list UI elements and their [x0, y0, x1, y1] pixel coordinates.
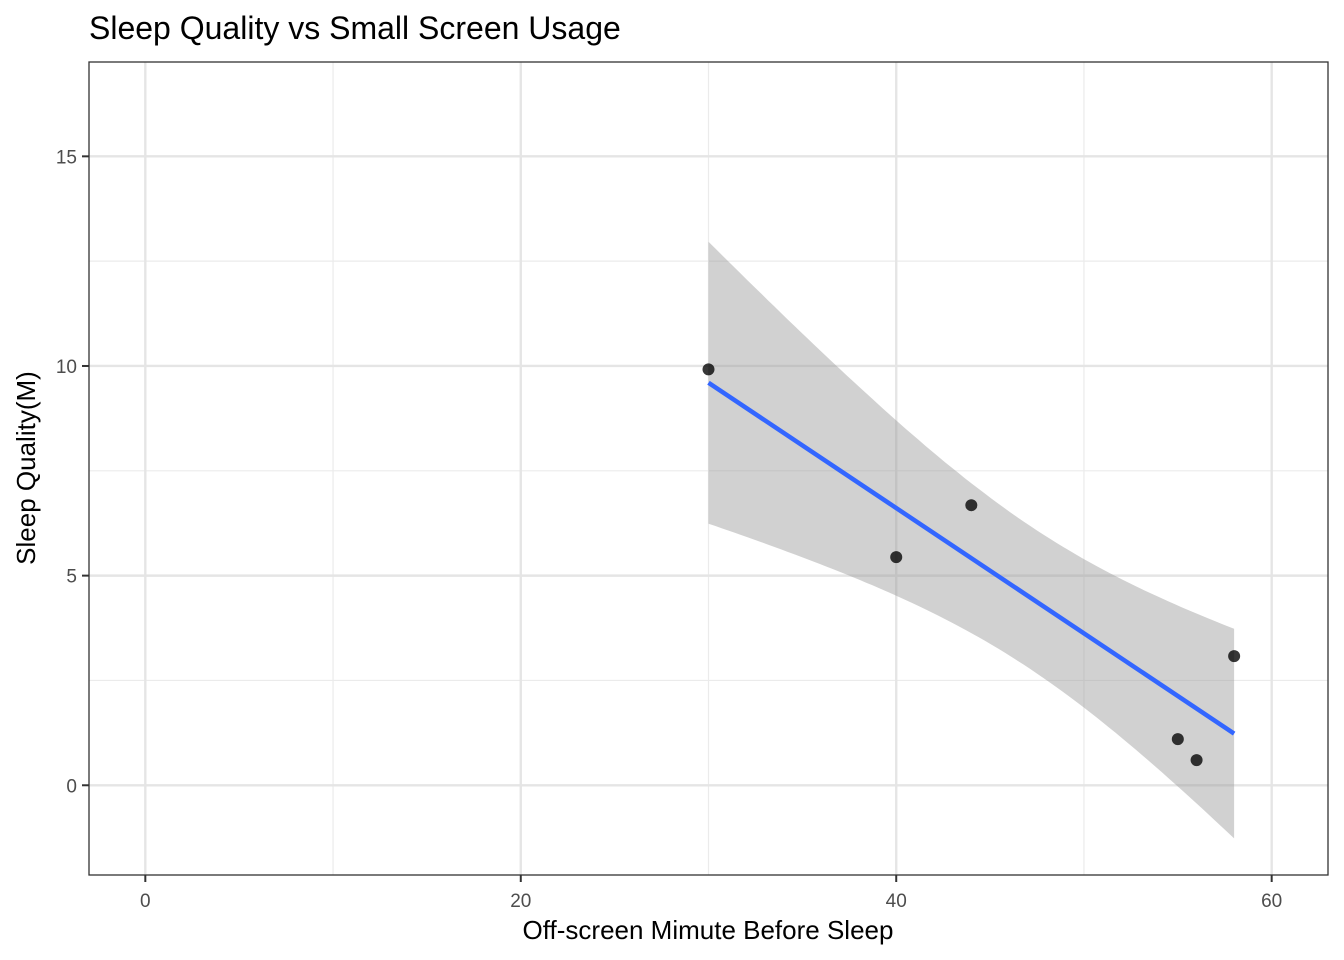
data-point: [1171, 733, 1184, 746]
chart-title: Sleep Quality vs Small Screen Usage: [89, 10, 621, 46]
y-tick-label: 10: [56, 357, 77, 378]
confidence-band-layer: [708, 241, 1235, 839]
plot-panel-border: [88, 61, 1329, 876]
y-tick-label: 0: [66, 776, 77, 797]
data-point: [890, 551, 903, 564]
minor-gridlines: [89, 62, 1328, 875]
data-point: [702, 363, 715, 376]
x-tick-label: 60: [1261, 891, 1282, 912]
y-tick-label: 5: [66, 567, 77, 588]
y-axis-title: Sleep Quality(M): [11, 371, 41, 565]
regression-line-layer: [707, 380, 1236, 736]
data-points: [702, 363, 1241, 767]
x-tick-label: 20: [510, 891, 531, 912]
regression-line: [707, 380, 1236, 736]
data-point: [1228, 650, 1241, 663]
data-point: [1190, 754, 1203, 767]
x-tick-label: 40: [886, 891, 907, 912]
y-tick-label: 15: [56, 147, 77, 168]
x-tick-label: 0: [140, 891, 151, 912]
x-axis-ticks: 0 20 40 60: [140, 875, 1282, 912]
data-point: [965, 499, 978, 512]
x-axis-title: Off-screen Mimute Before Sleep: [523, 915, 894, 945]
y-axis-ticks: 0 5 10 15: [56, 147, 89, 797]
major-gridlines: [89, 62, 1328, 875]
confidence-band: [708, 241, 1235, 839]
